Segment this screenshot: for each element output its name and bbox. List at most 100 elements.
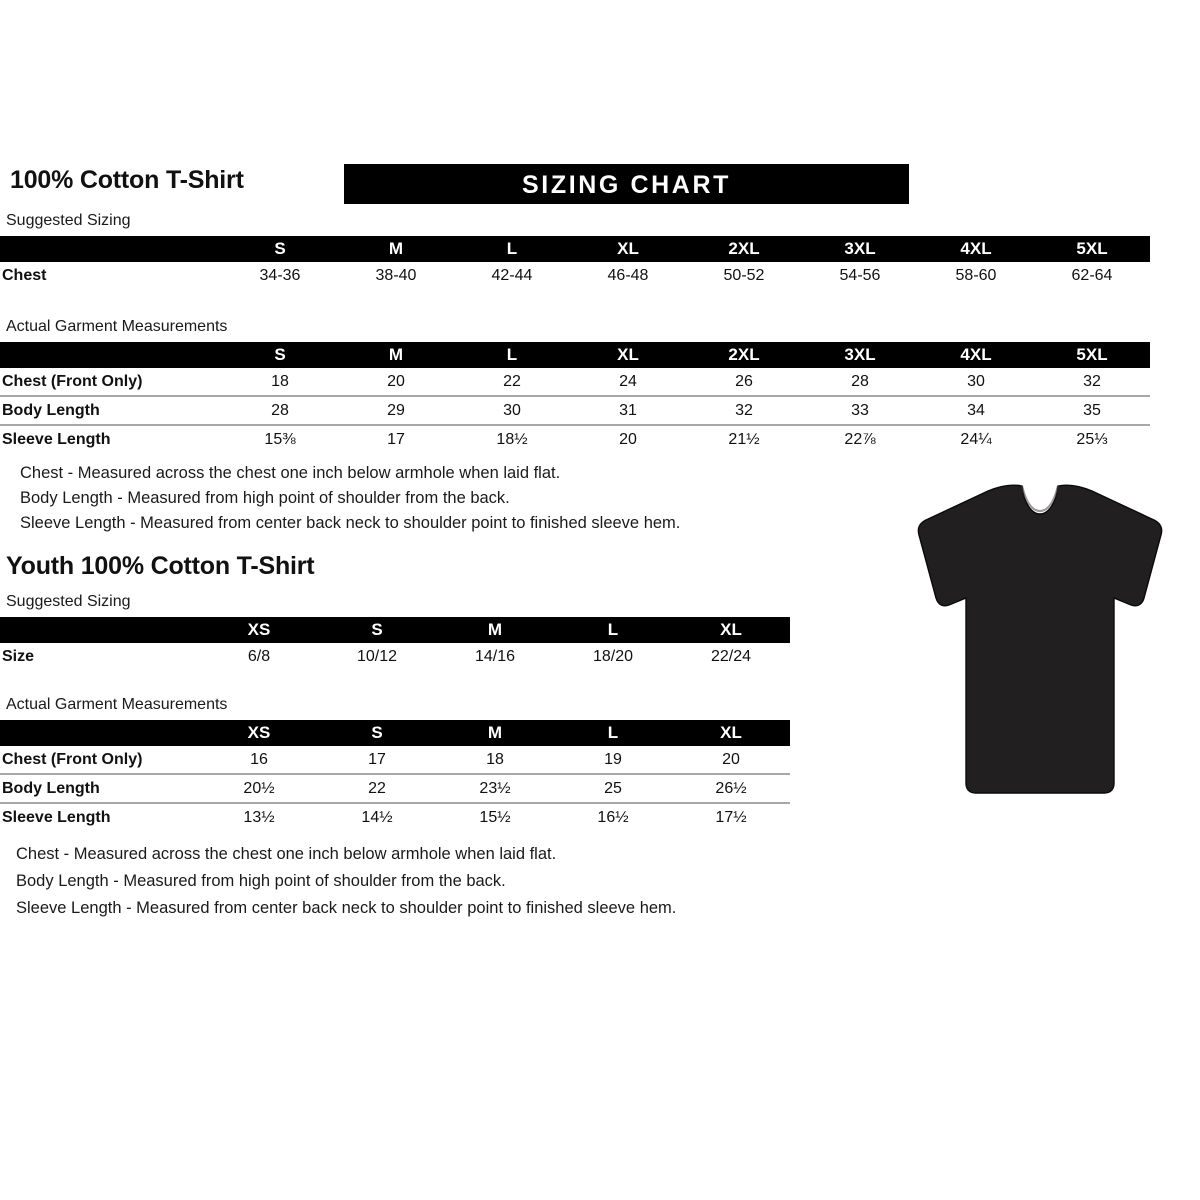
cell: 25⅓ bbox=[1034, 424, 1150, 453]
column-header-s: S bbox=[371, 620, 383, 639]
table-row: Sleeve Length 15⅜ 17 18½ 20 21½ 22⅞ 24¼ … bbox=[0, 424, 1150, 453]
cell: 17 bbox=[338, 424, 454, 453]
cell: 28 bbox=[222, 395, 338, 425]
table-header-row: S M L XL 2XL 3XL 4XL 5XL bbox=[0, 236, 1150, 262]
cell: 18 bbox=[436, 746, 554, 774]
column-header-4xl: 4XL bbox=[960, 345, 992, 364]
table-row: Sleeve Length 13½ 14½ 15½ 16½ 17½ bbox=[0, 802, 790, 831]
cell: 18 bbox=[222, 368, 338, 396]
cell: 28 bbox=[802, 368, 918, 396]
column-header-s: S bbox=[274, 345, 286, 364]
cell: 20 bbox=[672, 746, 790, 774]
adult-suggested-sizing-label: Suggested Sizing bbox=[6, 212, 131, 229]
cell: 21½ bbox=[686, 424, 802, 453]
cell: 58-60 bbox=[918, 262, 1034, 289]
cell: 15½ bbox=[436, 802, 554, 831]
column-header-s: S bbox=[371, 723, 383, 742]
cell: 32 bbox=[686, 395, 802, 425]
cell: 16 bbox=[200, 746, 318, 774]
table-header-row: XS S M L XL bbox=[0, 720, 790, 746]
cell: 33 bbox=[802, 395, 918, 425]
youth-actual-measurements-label: Actual Garment Measurements bbox=[6, 696, 228, 713]
column-header-l: L bbox=[607, 723, 619, 742]
column-header-m: M bbox=[388, 345, 404, 364]
column-header-5xl: 5XL bbox=[1076, 345, 1108, 364]
cell: 32 bbox=[1034, 368, 1150, 396]
cell: 22 bbox=[454, 368, 570, 396]
column-header-2xl: 2XL bbox=[728, 345, 760, 364]
cell: 42-44 bbox=[454, 262, 570, 289]
cell: 22 bbox=[318, 773, 436, 803]
adult-suggested-sizing-table: S M L XL 2XL 3XL 4XL 5XL Chest 34-36 38-… bbox=[0, 236, 1150, 289]
column-header-m: M bbox=[388, 239, 404, 258]
cell: 15⅜ bbox=[222, 424, 338, 453]
cell: 6/8 bbox=[200, 643, 318, 670]
cell: 18/20 bbox=[554, 643, 672, 670]
cell: 24¼ bbox=[918, 424, 1034, 453]
cell: 14½ bbox=[318, 802, 436, 831]
cell: 16½ bbox=[554, 802, 672, 831]
adult-actual-measurements-table: S M L XL 2XL 3XL 4XL 5XL Chest (Front On… bbox=[0, 342, 1150, 453]
column-header-4xl: 4XL bbox=[960, 239, 992, 258]
cell: 19 bbox=[554, 746, 672, 774]
cell: 18½ bbox=[454, 424, 570, 453]
cell: 35 bbox=[1034, 395, 1150, 425]
cell: 50-52 bbox=[686, 262, 802, 289]
row-label: Body Length bbox=[0, 395, 222, 425]
cell: 38-40 bbox=[338, 262, 454, 289]
column-header-xl: XL bbox=[720, 723, 742, 742]
column-header bbox=[0, 720, 200, 746]
column-header-xs: XS bbox=[247, 723, 271, 742]
cell: 10/12 bbox=[318, 643, 436, 670]
row-label: Chest (Front Only) bbox=[0, 368, 222, 396]
column-header-xs: XS bbox=[247, 620, 271, 639]
youth-note-sleeve-length: Sleeve Length - Measured from center bac… bbox=[16, 899, 677, 917]
column-header-l: L bbox=[607, 620, 619, 639]
table-header-row: XS S M L XL bbox=[0, 617, 790, 643]
column-header-s: S bbox=[274, 239, 286, 258]
cell: 25 bbox=[554, 773, 672, 803]
adult-note-body-length: Body Length - Measured from high point o… bbox=[20, 489, 510, 507]
cell: 31 bbox=[570, 395, 686, 425]
cell: 20 bbox=[338, 368, 454, 396]
column-header-l: L bbox=[506, 345, 518, 364]
cell: 26½ bbox=[672, 773, 790, 803]
cell: 22/24 bbox=[672, 643, 790, 670]
cell: 30 bbox=[454, 395, 570, 425]
column-header bbox=[0, 342, 222, 368]
youth-section-title: Youth 100% Cotton T-Shirt bbox=[6, 552, 315, 580]
cell: 14/16 bbox=[436, 643, 554, 670]
column-header-xl: XL bbox=[617, 345, 639, 364]
youth-note-chest: Chest - Measured across the chest one in… bbox=[16, 845, 557, 863]
youth-note-body-length: Body Length - Measured from high point o… bbox=[16, 872, 506, 890]
tshirt-icon bbox=[917, 484, 1163, 794]
column-header bbox=[0, 236, 222, 262]
column-header bbox=[0, 617, 200, 643]
table-row: Chest (Front Only) 18 20 22 24 26 28 30 … bbox=[0, 368, 1150, 396]
table-row: Body Length 28 29 30 31 32 33 34 35 bbox=[0, 395, 1150, 425]
product-image-black-tshirt bbox=[900, 478, 1180, 803]
column-header-m: M bbox=[487, 620, 503, 639]
column-header-m: M bbox=[487, 723, 503, 742]
column-header-xl: XL bbox=[720, 620, 742, 639]
adult-section-title: 100% Cotton T-Shirt bbox=[10, 166, 244, 194]
cell: 17 bbox=[318, 746, 436, 774]
cell: 20½ bbox=[200, 773, 318, 803]
table-row: Chest (Front Only) 16 17 18 19 20 bbox=[0, 746, 790, 774]
cell: 46-48 bbox=[570, 262, 686, 289]
row-label: Body Length bbox=[0, 773, 200, 803]
table-row: Body Length 20½ 22 23½ 25 26½ bbox=[0, 773, 790, 803]
cell: 54-56 bbox=[802, 262, 918, 289]
youth-actual-measurements-table: XS S M L XL Chest (Front Only) 16 17 18 … bbox=[0, 720, 790, 831]
column-header-xl: XL bbox=[617, 239, 639, 258]
table-row: Chest 34-36 38-40 42-44 46-48 50-52 54-5… bbox=[0, 262, 1150, 289]
column-header-5xl: 5XL bbox=[1076, 239, 1108, 258]
row-label: Sleeve Length bbox=[0, 424, 222, 453]
column-header-3xl: 3XL bbox=[844, 239, 876, 258]
youth-suggested-sizing-table: XS S M L XL Size 6/8 10/12 14/16 18/20 2… bbox=[0, 617, 790, 670]
table-row: Size 6/8 10/12 14/16 18/20 22/24 bbox=[0, 643, 790, 670]
adult-note-sleeve-length: Sleeve Length - Measured from center bac… bbox=[20, 514, 681, 532]
row-label: Sleeve Length bbox=[0, 802, 200, 831]
table-header-row: S M L XL 2XL 3XL 4XL 5XL bbox=[0, 342, 1150, 368]
